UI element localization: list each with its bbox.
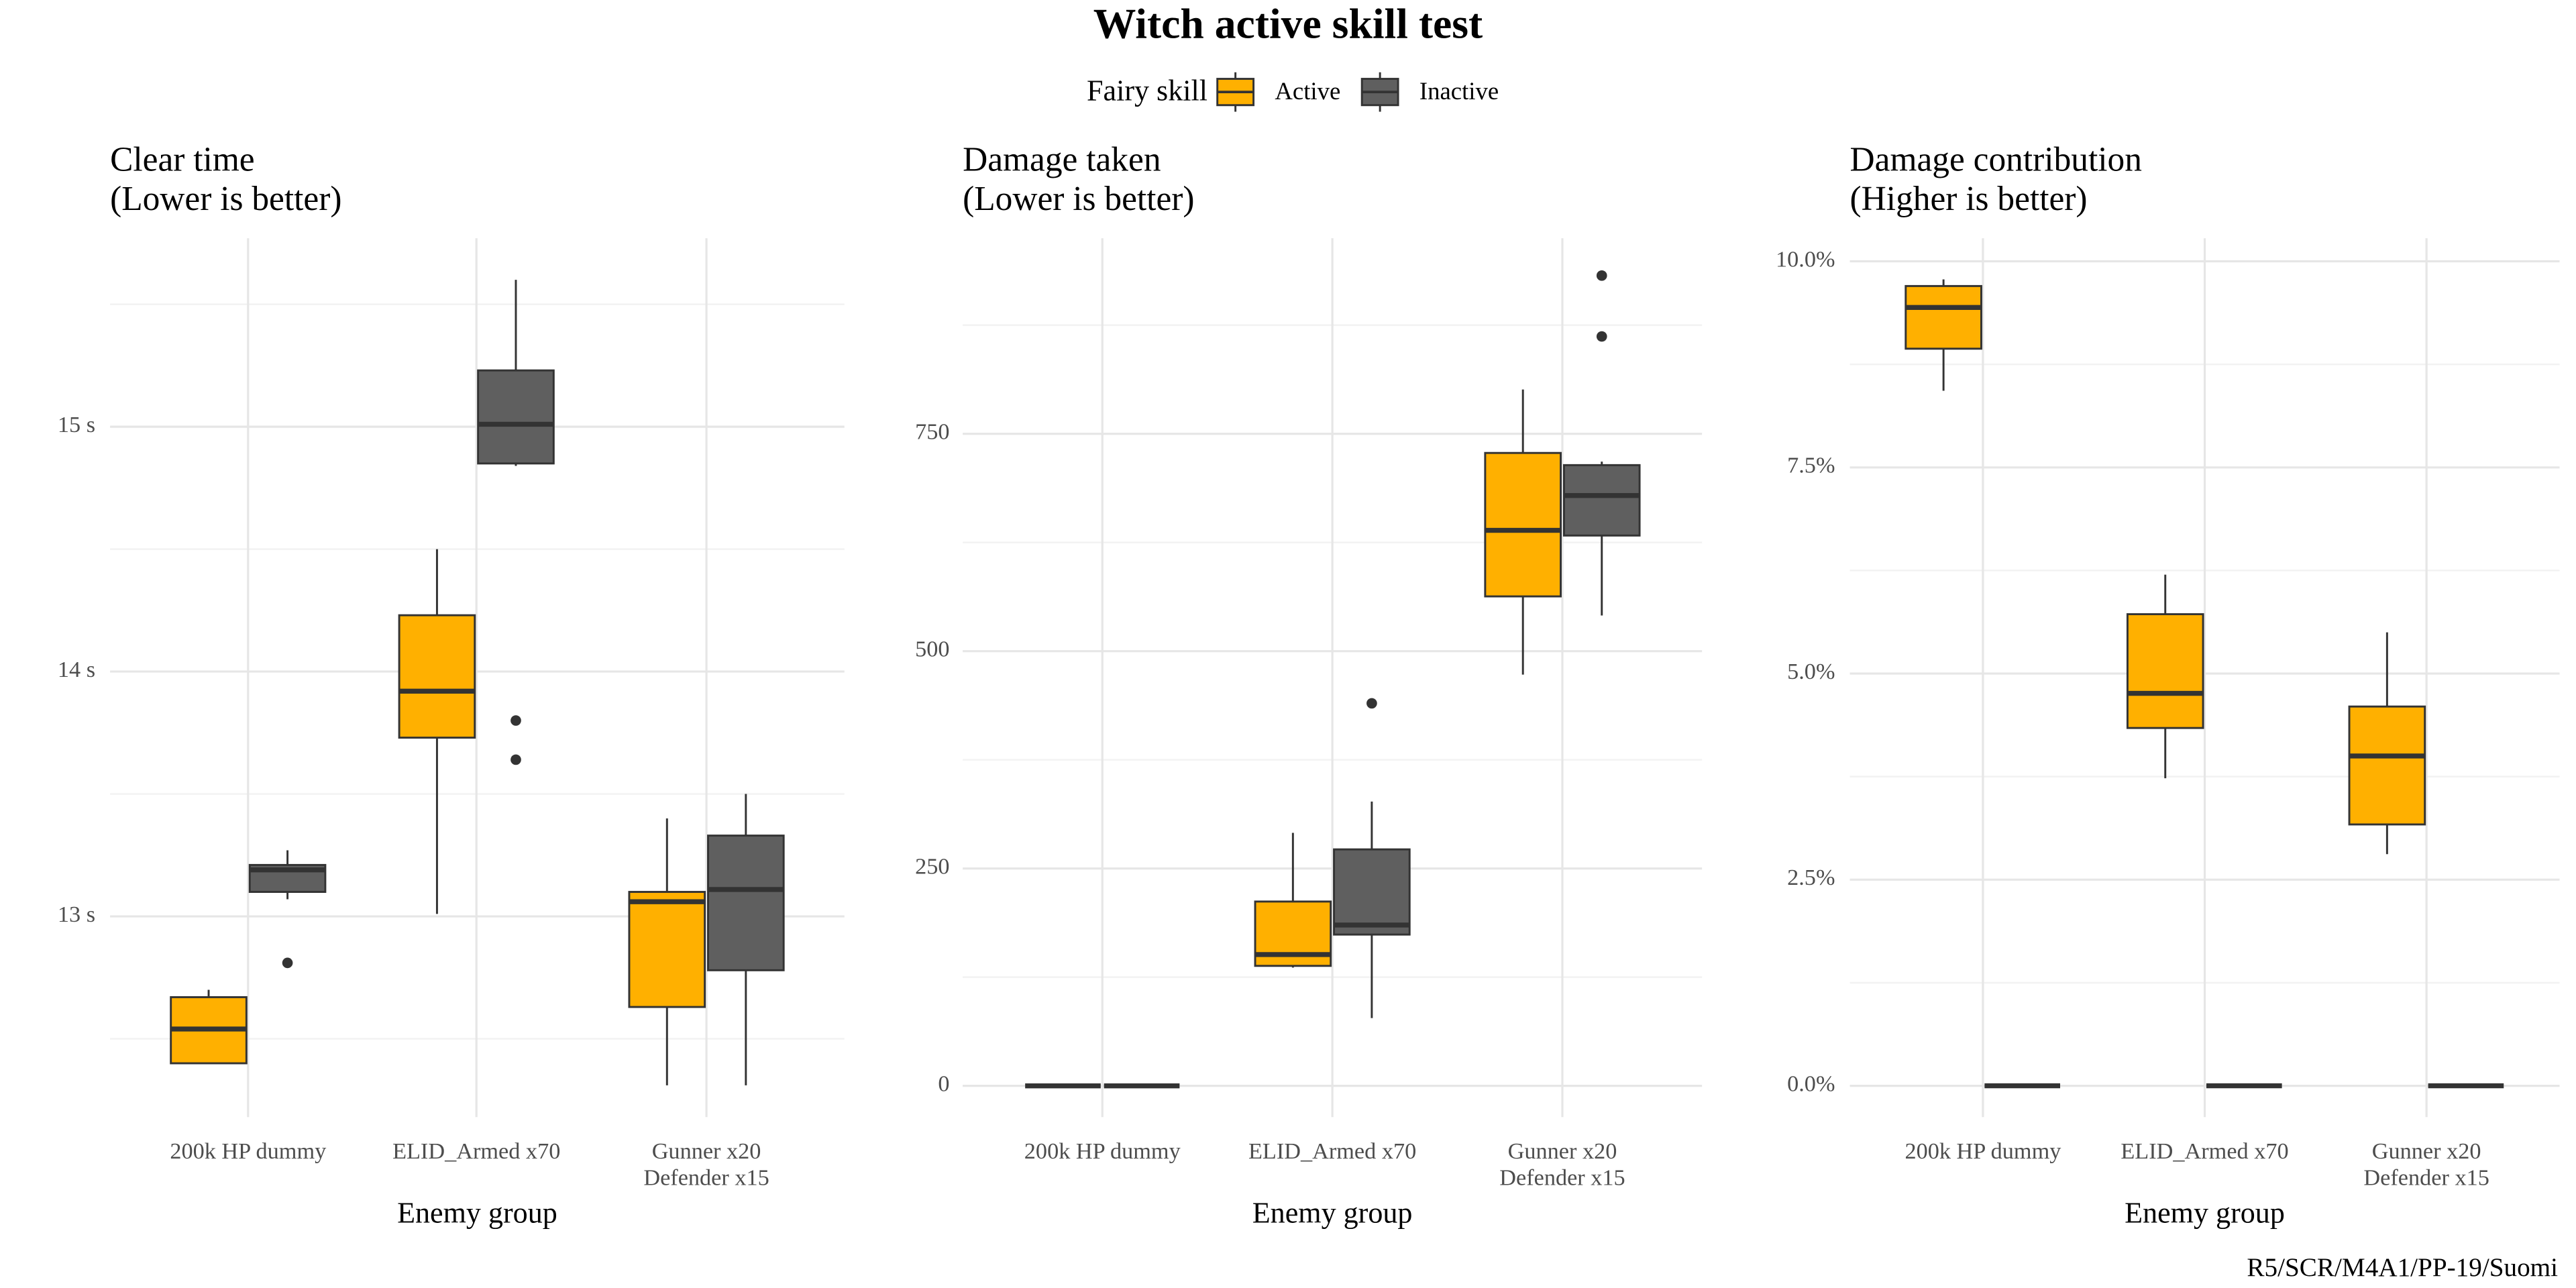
- outlier: [1596, 331, 1607, 342]
- x-tick-label: 200k HP dummy: [1904, 1138, 2061, 1164]
- box: [1562, 464, 1641, 537]
- y-tick-label: 15 s: [58, 412, 95, 437]
- x-tick-label: ELID_Armed x70: [392, 1138, 560, 1164]
- y-tick-label: 7.5%: [1787, 453, 1835, 478]
- chart-title: Witch active skill test: [1093, 0, 1483, 47]
- x-tick-label: Gunner x20 Defender x15: [643, 1138, 769, 1190]
- x-tick-label: Gunner x20 Defender x15: [1499, 1138, 1625, 1190]
- panel-title: Clear time (Lower is better): [110, 140, 341, 218]
- y-tick-label: 0.0%: [1787, 1071, 1835, 1096]
- outlier: [511, 754, 521, 765]
- box: [398, 614, 476, 739]
- x-tick-label: Gunner x20 Defender x15: [2363, 1138, 2489, 1190]
- box: [477, 369, 555, 465]
- legend-label: Active: [1275, 77, 1340, 105]
- legend-label: Inactive: [1419, 77, 1499, 105]
- panel-title: Damage contribution (Higher is better): [1850, 140, 2142, 218]
- outlier: [1596, 270, 1607, 281]
- y-tick-label: 500: [915, 637, 949, 662]
- y-tick-label: 2.5%: [1787, 865, 1835, 890]
- x-tick-label: ELID_Armed x70: [1248, 1138, 1416, 1164]
- box: [2348, 705, 2426, 826]
- y-tick-label: 14 s: [58, 657, 95, 682]
- box: [628, 891, 706, 1008]
- x-axis-title: Enemy group: [2125, 1196, 2285, 1229]
- y-tick-label: 13 s: [58, 902, 95, 927]
- outlier: [282, 957, 293, 969]
- x-axis-title: Enemy group: [1252, 1196, 1413, 1229]
- y-tick-label: 750: [915, 419, 949, 445]
- outlier: [1366, 698, 1377, 709]
- x-tick-label: 200k HP dummy: [170, 1138, 326, 1164]
- box: [1484, 451, 1562, 598]
- caption: R5/SCR/M4A1/PP-19/Suomi: [2247, 1253, 2558, 1282]
- legend-title: Fairy skill: [1087, 74, 1208, 107]
- x-tick-label: ELID_Armed x70: [2121, 1138, 2288, 1164]
- box: [707, 835, 785, 971]
- y-tick-label: 5.0%: [1787, 659, 1835, 684]
- x-axis-title: Enemy group: [397, 1196, 557, 1229]
- y-tick-label: 0: [938, 1071, 949, 1097]
- box: [1333, 848, 1411, 936]
- box: [1904, 284, 1982, 350]
- outlier: [511, 715, 521, 726]
- y-tick-label: 10.0%: [1776, 246, 1835, 272]
- y-tick-label: 250: [915, 854, 949, 879]
- box: [2126, 613, 2204, 729]
- x-tick-label: 200k HP dummy: [1024, 1138, 1181, 1164]
- panel-title: Damage taken (Lower is better): [963, 140, 1194, 218]
